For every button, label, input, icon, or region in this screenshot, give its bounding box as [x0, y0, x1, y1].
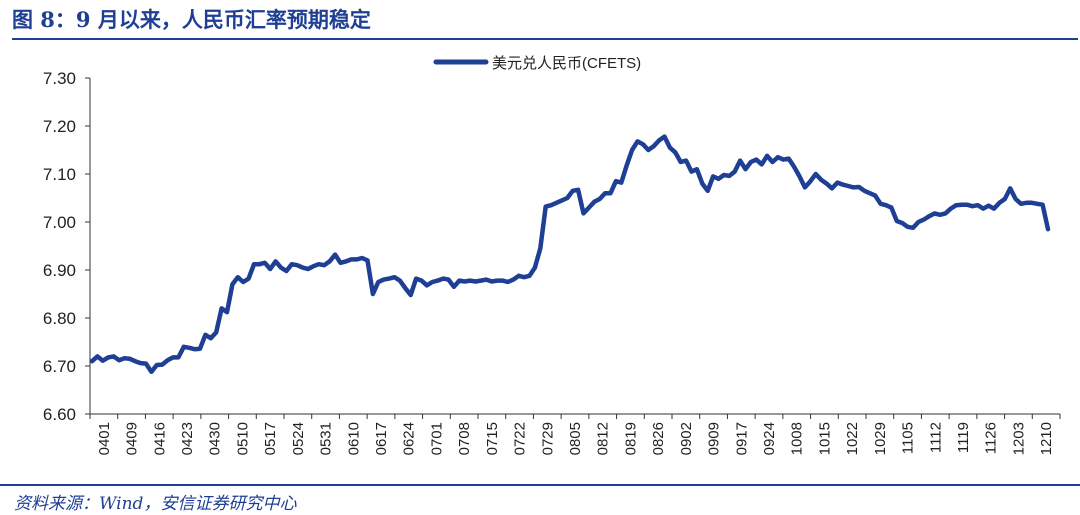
x-tick-label: 1126: [983, 422, 1000, 454]
x-tick-label: 0715: [484, 422, 501, 455]
x-tick-label: 0510: [234, 422, 251, 455]
source-note: 资料来源：Wind，安信证券研究中心: [14, 494, 297, 514]
x-tick-label: 0610: [345, 422, 362, 455]
x-tick-label: 1203: [1010, 422, 1027, 455]
y-tick-label: 7.10: [43, 165, 76, 184]
x-tick-label: 0430: [207, 422, 224, 455]
x-tick-label: 0524: [290, 422, 307, 455]
x-tick-label: 1022: [844, 422, 861, 455]
x-tick-label: 0409: [124, 422, 141, 455]
x-tick-label: 0812: [595, 422, 612, 455]
y-tick-label: 7.20: [43, 117, 76, 136]
x-tick-label: 0924: [761, 422, 778, 455]
title-underline: [12, 38, 1078, 40]
x-tick-label: 0819: [622, 422, 639, 455]
y-tick-label: 7.00: [43, 213, 76, 232]
x-tick-label: 0517: [262, 422, 279, 455]
x-tick-label: 1210: [1038, 422, 1055, 455]
x-tick-label: 1119: [955, 422, 972, 453]
x-tick-label: 0708: [456, 422, 473, 455]
series-group: [89, 134, 1051, 375]
legend-label: 美元兑人民币(CFETS): [492, 55, 641, 72]
x-tick-label: 0722: [512, 422, 529, 455]
y-tick-label: 6.90: [43, 261, 76, 280]
y-tick-label: 6.60: [43, 405, 76, 424]
y-tick-label: 7.30: [43, 69, 76, 88]
x-tick-label: 1105: [900, 422, 917, 454]
y-tick-label: 6.70: [43, 357, 76, 376]
x-tick-label: 0423: [179, 422, 196, 455]
y-tick-label: 6.80: [43, 309, 76, 328]
x-tick-label: 0531: [318, 422, 335, 455]
line-chart: 6.606.706.806.907.007.107.207.30 0401 040…: [43, 55, 1061, 455]
series-line: [89, 134, 1051, 375]
footer-rule: [0, 484, 1080, 486]
x-axis-tick-labels: 0401 0409 0416 0423 0430 0510 0517 0524 0531 0610…: [89, 414, 1061, 455]
x-tick-label: 0617: [373, 422, 390, 455]
y-axis-tick-labels: 6.60 6.70 6.80 6.90 7.00 7.10 7.20 7.30: [43, 69, 90, 424]
x-tick-label: 0701: [428, 422, 445, 455]
x-tick-label: 1015: [816, 422, 833, 455]
x-tick-label: 0805: [567, 422, 584, 455]
x-tick-label: 1029: [872, 422, 889, 455]
x-tick-label: 0401: [96, 422, 113, 455]
x-tick-label: 0729: [539, 422, 556, 455]
x-tick-label: 0826: [650, 422, 667, 455]
x-tick-label: 0909: [706, 422, 723, 455]
chart-axes: [89, 78, 1060, 415]
chart-legend: 美元兑人民币(CFETS): [433, 55, 641, 72]
x-tick-label: 0902: [678, 422, 695, 455]
x-tick-label: 0624: [401, 422, 418, 455]
x-tick-label: 1112: [927, 422, 944, 453]
x-tick-label: 1008: [789, 422, 806, 455]
x-tick-label: 0917: [733, 422, 750, 455]
figure-title: 图 8：9 月以来，人民币汇率预期稳定: [12, 7, 371, 32]
x-tick-label: 0416: [151, 422, 168, 455]
